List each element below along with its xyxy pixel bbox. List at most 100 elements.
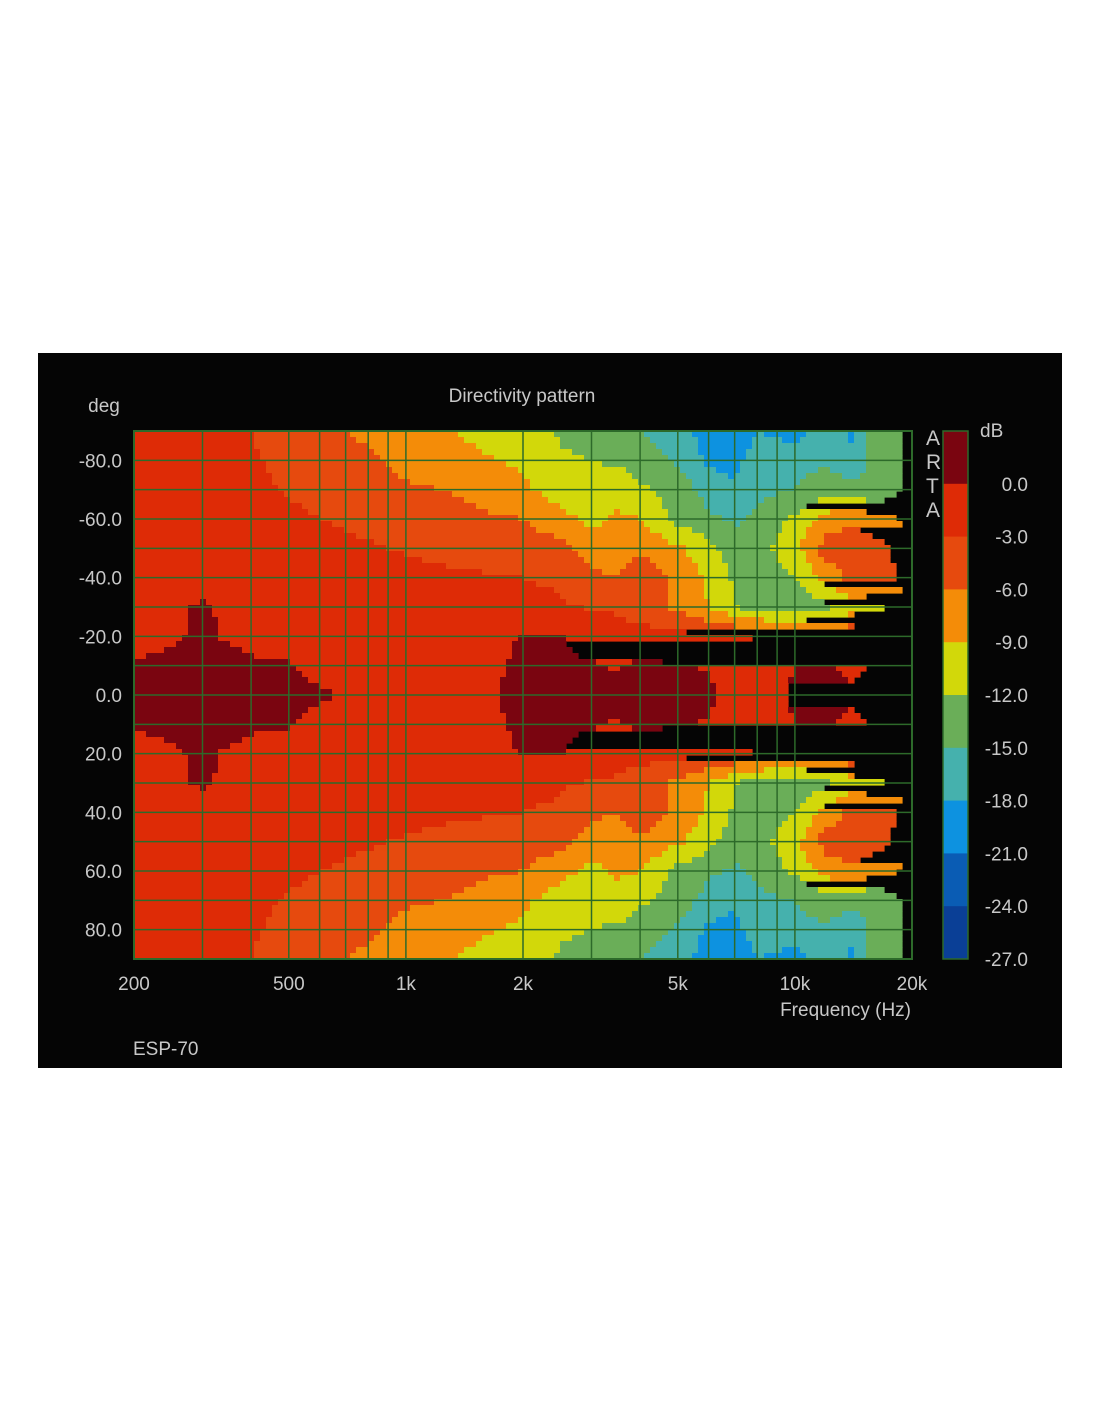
heatmap-cell: [830, 917, 867, 924]
heatmap-cell: [506, 671, 711, 678]
heatmap-cell: [620, 665, 699, 672]
heatmap-cell: [842, 473, 861, 480]
heatmap-cell: [560, 791, 669, 798]
heatmap-cell: [632, 827, 651, 834]
heatmap-cell: [842, 857, 861, 864]
heatmap-cell: [800, 947, 849, 954]
heatmap-cell: [230, 641, 513, 648]
heatmap-cell: [368, 941, 477, 948]
heatmap-cell: [590, 563, 627, 570]
heatmap-cell: [134, 755, 189, 762]
heatmap-cell: [716, 683, 789, 690]
heatmap-cell: [704, 881, 759, 888]
colorbar-unit: dB: [980, 421, 1003, 442]
heatmap-cell: [374, 449, 483, 456]
heatmap-cell: [566, 539, 669, 546]
heatmap-cell: [254, 443, 369, 450]
heatmap-cell: [212, 611, 615, 618]
heatmap-cell: [752, 443, 867, 450]
heatmap-cell: [566, 635, 753, 642]
heatmap-cell: [134, 857, 345, 864]
heatmap-cell: [134, 635, 183, 642]
colorbar-tick-label: 0.0: [1002, 475, 1028, 496]
heatmap-cell: [380, 455, 495, 462]
heatmap-cell: [776, 539, 801, 546]
heatmap-cell: [650, 947, 699, 954]
heatmap-cell: [554, 851, 663, 858]
heatmap-cell: [134, 659, 291, 666]
heatmap-cell: [668, 797, 705, 804]
colorbar-tick-label: -24.0: [985, 897, 1028, 918]
heatmap-cell: [134, 851, 357, 858]
heatmap-cell: [134, 707, 309, 714]
heatmap-cell: [620, 719, 699, 726]
heatmap-cell: [626, 617, 705, 624]
heatmap-cell: [584, 521, 603, 528]
heatmap-cell: [650, 827, 693, 834]
heatmap-cell: [668, 599, 711, 606]
heatmap-cell: [356, 851, 555, 858]
heatmap-cell: [704, 581, 735, 588]
watermark-letter: T: [926, 475, 939, 498]
heatmap-cell: [836, 563, 897, 570]
colorbar-band: [943, 642, 968, 696]
heatmap-cell: [302, 713, 507, 720]
heatmap-cell: [788, 815, 813, 822]
heatmap-cell: [734, 791, 813, 798]
heatmap-cell: [638, 869, 669, 876]
heatmap-cell: [698, 815, 729, 822]
heatmap-cell: [806, 851, 825, 858]
colorbar-band: [943, 431, 968, 485]
heatmap-cell: [644, 953, 693, 959]
heatmap-cell: [134, 863, 333, 870]
heatmap-cell: [230, 743, 513, 750]
heatmap-cell: [842, 713, 861, 720]
heatmap-cell: [302, 671, 507, 678]
heatmap-cell: [698, 491, 777, 498]
heatmap-cell: [296, 719, 507, 726]
heatmap-cell: [752, 509, 801, 516]
heatmap-cell: [506, 725, 597, 732]
heatmap-cell: [824, 533, 873, 540]
x-tick-label: 200: [118, 974, 150, 995]
heatmap-cell: [560, 443, 657, 450]
heatmap-cell: [812, 821, 837, 828]
heatmap-cell: [218, 761, 651, 768]
heatmap-cell: [134, 725, 291, 732]
heatmap-cell: [866, 437, 903, 444]
heatmap-cell: [638, 905, 693, 912]
heatmap-cell: [134, 491, 285, 498]
heatmap-cell: [218, 623, 651, 630]
heatmap-cell: [218, 767, 627, 774]
heatmap-cell: [614, 509, 621, 516]
heatmap-cell: [704, 851, 777, 858]
heatmap-cell: [758, 881, 807, 888]
heatmap-cell: [554, 953, 645, 959]
heatmap-cell: [632, 911, 687, 918]
heatmap-cell: [374, 935, 483, 942]
heatmap-cell: [134, 647, 165, 654]
heatmap-cell: [560, 947, 651, 954]
heatmap-cell: [500, 683, 717, 690]
heatmap-cell: [134, 533, 357, 540]
heatmap-cell: [662, 815, 699, 822]
heatmap-cell: [134, 521, 333, 528]
heatmap-cell: [620, 815, 663, 822]
heatmap-cell: [188, 623, 219, 630]
heatmap-cell: [728, 473, 735, 480]
heatmap-cell: [134, 485, 279, 492]
heatmap-cell: [740, 461, 867, 468]
watermark-letter: A: [926, 427, 940, 450]
heatmap-cell: [518, 635, 567, 642]
heatmap-cell: [134, 599, 201, 606]
heatmap-cell: [134, 689, 333, 696]
heatmap-cell: [500, 701, 717, 708]
heatmap-cell: [602, 569, 621, 576]
heatmap-cell: [254, 941, 369, 948]
heatmap-cell: [410, 905, 531, 912]
heatmap-cell: [260, 935, 375, 942]
heatmap-cell: [512, 731, 579, 738]
heatmap-cell: [848, 431, 855, 438]
heatmap-cell: [302, 503, 477, 510]
